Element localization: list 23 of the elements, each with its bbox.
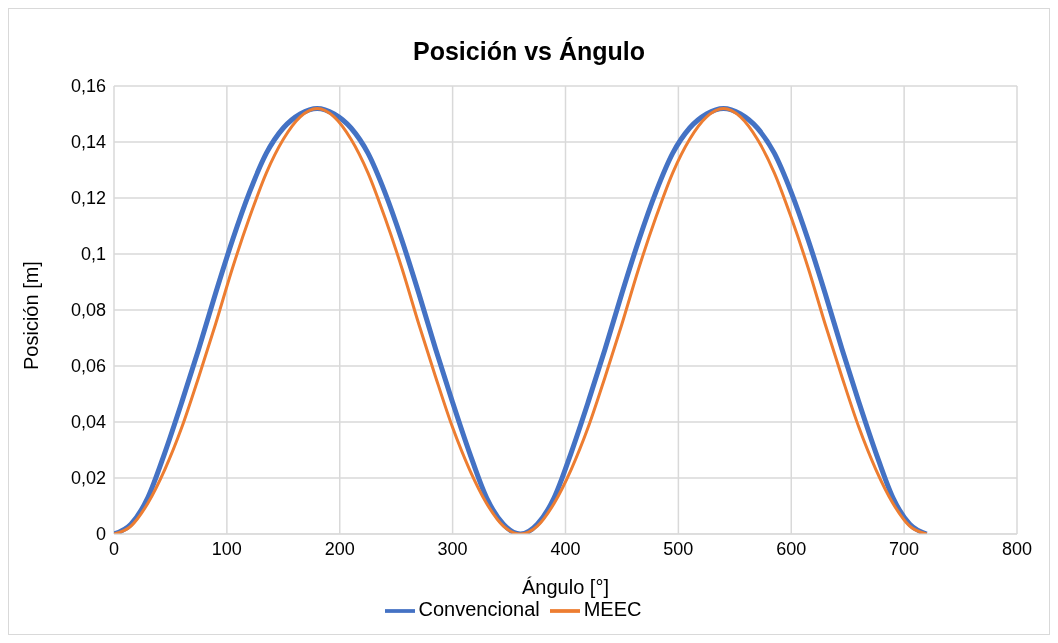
y-tick-label: 0,12	[70, 188, 106, 209]
y-tick-label: 0,1	[80, 244, 106, 265]
x-tick-label: 100	[211, 538, 242, 559]
x-tick-label: 300	[437, 538, 468, 559]
y-axis-title: Posición [m]	[20, 261, 43, 370]
y-tick-label: 0,16	[70, 76, 106, 97]
legend-label: Convencional	[418, 598, 540, 621]
y-tick-label: 0,08	[70, 300, 106, 321]
x-tick-label: 400	[550, 538, 581, 559]
y-tick-label: 0,02	[70, 468, 106, 489]
x-tick-label: 500	[663, 538, 694, 559]
x-tick-label: 600	[776, 538, 807, 559]
y-tick-label: 0,04	[70, 412, 106, 433]
x-tick-label: 700	[889, 538, 920, 559]
y-tick-label: 0,14	[70, 132, 106, 153]
x-tick-label: 0	[108, 538, 120, 559]
x-tick-label: 800	[1001, 538, 1033, 559]
y-tick-label: 0,06	[70, 356, 106, 377]
chart-title: Posición vs Ángulo	[412, 37, 646, 66]
y-tick-label: 0	[95, 524, 106, 545]
legend-label: MEEC	[583, 598, 642, 621]
x-tick-label: 200	[324, 538, 355, 559]
x-axis-title: Ángulo [°]	[522, 576, 609, 598]
